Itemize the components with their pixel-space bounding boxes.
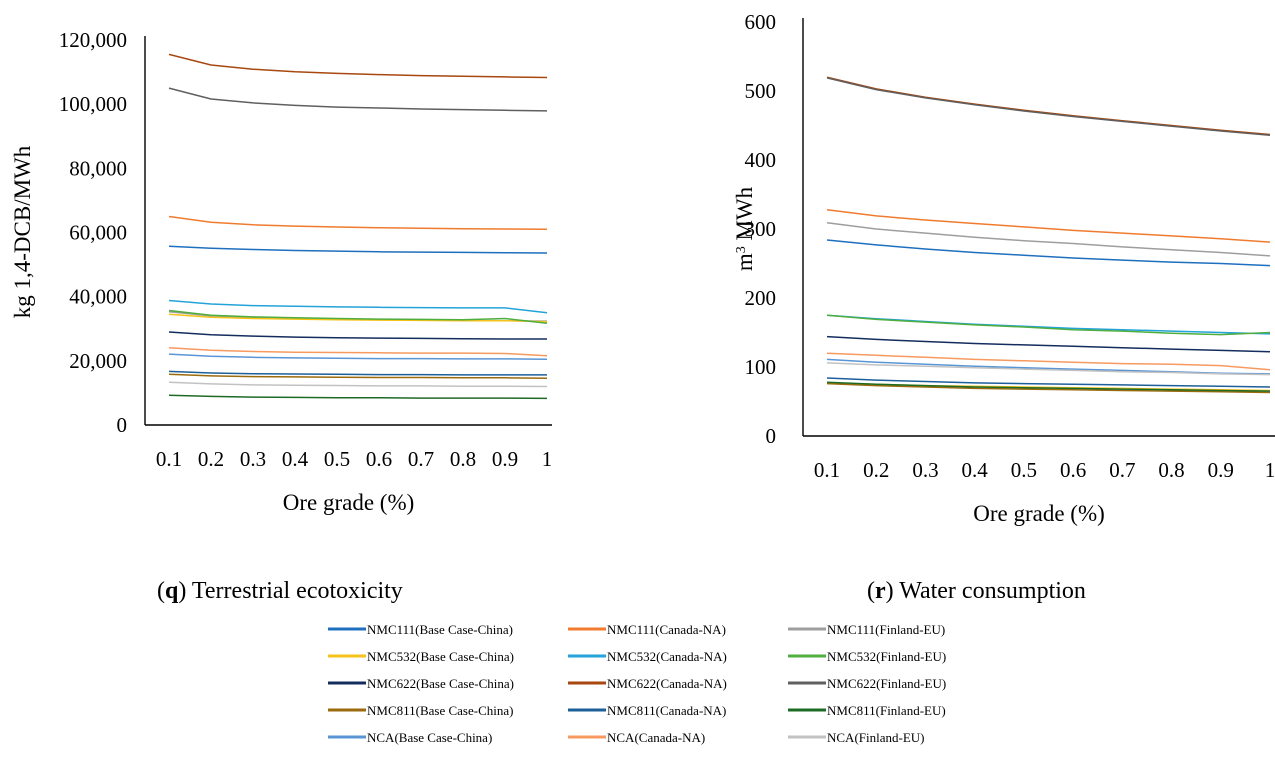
series-line-nmc622-base-case-china: [826, 335, 1271, 353]
caption-r: (r) Water consumption: [867, 578, 1086, 604]
legend-label: NMC622(Base Case-China): [367, 676, 514, 691]
y-tick-label: 0: [117, 413, 128, 437]
x-tick-label: 0.5: [1011, 458, 1037, 482]
y-axis-title: kg 1,4-DCB/MWh: [10, 145, 35, 318]
series-line-nmc622-base-case-china: [168, 331, 547, 340]
caption-q-letter: q: [165, 578, 179, 604]
series-line-nca-finland-eu: [168, 381, 548, 388]
series-line-nmc111-base-case-china: [168, 245, 548, 254]
y-tick-label: 80,000: [69, 156, 127, 180]
series-line-nmc811-finland-eu: [826, 381, 1271, 392]
series-line-nmc622-finland-eu: [168, 87, 548, 112]
legend-label: NMC811(Canada-NA): [607, 703, 726, 718]
caption-q-text: ) Terrestrial ecotoxicity: [178, 578, 402, 604]
y-tick-label: 500: [745, 79, 777, 103]
legend: NMC111(Base Case-China) NMC111(Canada-NA)…: [328, 622, 946, 745]
legend-label: NMC811(Finland-EU): [827, 703, 946, 718]
legend-label: NMC111(Base Case-China): [367, 622, 513, 637]
series-line-nca-base-case-china: [168, 353, 548, 360]
legend-label: NMC111(Finland-EU): [827, 622, 945, 637]
series-line-nmc111-finland-eu: [826, 222, 1271, 257]
y-tick-label: 400: [745, 148, 777, 172]
series-line-nmc811-base-case-china: [168, 373, 548, 379]
series-line-nmc622-canada-na: [826, 76, 1271, 136]
x-tick-label: 0.1: [156, 447, 182, 471]
x-tick-label: 0.7: [408, 447, 434, 471]
legend-label: NMC622(Finland-EU): [827, 676, 946, 691]
series-line-nca-canada-na: [168, 346, 548, 357]
x-tick-label: 0.2: [198, 447, 224, 471]
legend-label: NMC532(Canada-NA): [607, 649, 727, 664]
y-tick-label: 600: [745, 10, 777, 34]
legend-label: NMC532(Base Case-China): [367, 649, 514, 664]
x-tick-label: 0.9: [492, 447, 518, 471]
x-tick-label: 0.9: [1208, 458, 1234, 482]
y-tick-label: 0: [766, 424, 777, 448]
series-line-nmc111-base-case-china: [826, 239, 1271, 267]
series-line-nmc811-canada-na: [826, 377, 1271, 388]
series-line-nmc622-finland-eu: [826, 77, 1271, 136]
y-tick-label: 200: [745, 286, 777, 310]
y-tick-label: 120,000: [59, 28, 127, 52]
water-consumption-chart: 0 100 200 300 400 500 600 0.1 0.2 0.3 0.4 0.5 0.6 0.7…: [732, 10, 1275, 526]
y-tick-label: 100: [745, 355, 777, 379]
series-line-nmc532-finland-eu: [168, 309, 548, 325]
y-tick-label: 300: [745, 217, 777, 241]
legend-label: NCA(Canada-NA): [607, 730, 705, 745]
x-tick-label: 0.4: [962, 458, 989, 482]
x-tick-label: 0.7: [1109, 458, 1135, 482]
series-line-nmc532-canada-na: [826, 314, 1271, 335]
x-tick-label: 0.8: [1158, 458, 1184, 482]
series-line-nmc532-canada-na: [168, 299, 548, 314]
x-tick-label: 0.3: [240, 447, 266, 471]
terrestrial-ecotoxicity-chart: 0 20,000 40,000 60,000 80,000 100,000 120,000 0…: [10, 28, 552, 515]
caption-r-letter: r: [875, 578, 886, 604]
series-line-nmc622-canada-na: [168, 53, 548, 79]
caption-q: (q) Terrestrial ecotoxicity: [157, 578, 403, 604]
series-line-nmc532-base-case-china: [168, 313, 548, 323]
y-tick-label: 60,000: [69, 221, 127, 245]
series-line-nmc811-base-case-china: [826, 382, 1271, 394]
x-tick-label: 0.6: [1060, 458, 1086, 482]
x-tick-label: 1: [1265, 458, 1275, 482]
legend-label: NCA(Base Case-China): [367, 730, 492, 745]
legend-label: NMC111(Canada-NA): [607, 622, 726, 637]
x-tick-label: 0.5: [324, 447, 350, 471]
x-tick-label: 0.1: [814, 458, 840, 482]
y-tick-label: 100,000: [59, 92, 127, 116]
x-axis-title: Ore grade (%): [283, 490, 415, 515]
series-line-nmc111-canada-na: [826, 208, 1271, 243]
legend-label: NMC532(Finland-EU): [827, 649, 946, 664]
legend-label: NCA(Finland-EU): [827, 730, 925, 745]
x-tick-label: 0.6: [366, 447, 392, 471]
legend-label: NMC811(Base Case-China): [367, 703, 513, 718]
series-line-nmc111-canada-na: [168, 215, 548, 231]
series-line-nca-canada-na: [826, 352, 1271, 371]
series-line-nmc811-finland-eu: [168, 394, 548, 400]
series-line-nmc532-finland-eu: [826, 314, 1271, 336]
y-tick-label: 40,000: [69, 285, 127, 309]
legend-label: NMC622(Canada-NA): [607, 676, 727, 691]
x-tick-label: 1: [542, 447, 553, 471]
series-line-nca-finland-eu: [826, 362, 1271, 376]
series-line-nmc811-canada-na: [168, 370, 547, 376]
x-tick-label: 0.2: [863, 458, 889, 482]
caption-r-text: ) Water consumption: [886, 578, 1086, 604]
y-axis-title: m3 MWh: [732, 186, 757, 271]
x-tick-label: 0.3: [912, 458, 938, 482]
y-tick-label: 20,000: [69, 349, 127, 373]
x-axis-title: Ore grade (%): [973, 501, 1105, 526]
x-tick-label: 0.4: [282, 447, 309, 471]
x-tick-label: 0.8: [450, 447, 476, 471]
